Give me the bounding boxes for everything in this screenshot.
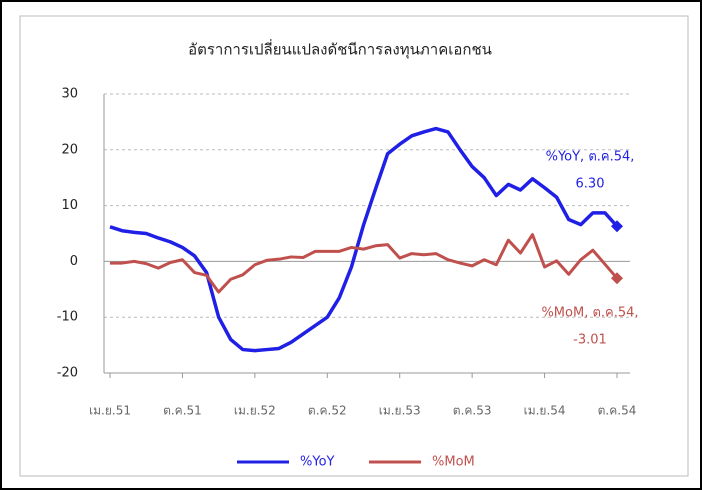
x-tick-label: ต.ค.53 xyxy=(453,404,492,418)
annotation: %MoM, ต.ค.54, xyxy=(541,306,638,321)
annotation: -3.01 xyxy=(573,333,607,348)
end-marker xyxy=(611,220,623,233)
legend-label: %MoM xyxy=(432,455,475,470)
y-tick-label: -10 xyxy=(57,310,78,325)
x-tick-label: เม.ย.52 xyxy=(234,404,276,418)
y-tick-label: 20 xyxy=(61,142,78,157)
x-tick-label: เม.ย.51 xyxy=(89,404,131,418)
y-tick-label: -20 xyxy=(57,366,78,381)
x-tick-label: เม.ย.53 xyxy=(379,404,421,418)
legend-label: %YoY xyxy=(300,455,335,470)
series-line xyxy=(110,233,619,294)
x-tick-label: เม.ย.54 xyxy=(524,404,566,418)
chart-title: อัตราการเปลี่ยนแปลงดัชนีการลงทุนภาคเอกชน xyxy=(188,39,492,60)
x-tick-label: ต.ค.52 xyxy=(308,404,347,418)
end-marker xyxy=(611,272,623,285)
annotation: 6.30 xyxy=(576,177,605,192)
x-tick-label: ต.ค.51 xyxy=(163,404,202,418)
y-tick-label: 10 xyxy=(61,198,78,213)
chart-area xyxy=(19,15,689,477)
y-tick-label: 30 xyxy=(61,87,78,102)
series-line xyxy=(109,126,619,353)
annotation: %YoY, ต.ค.54, xyxy=(546,150,635,165)
x-tick-label: ต.ค.54 xyxy=(598,404,637,418)
y-tick-label: 0 xyxy=(70,254,78,269)
